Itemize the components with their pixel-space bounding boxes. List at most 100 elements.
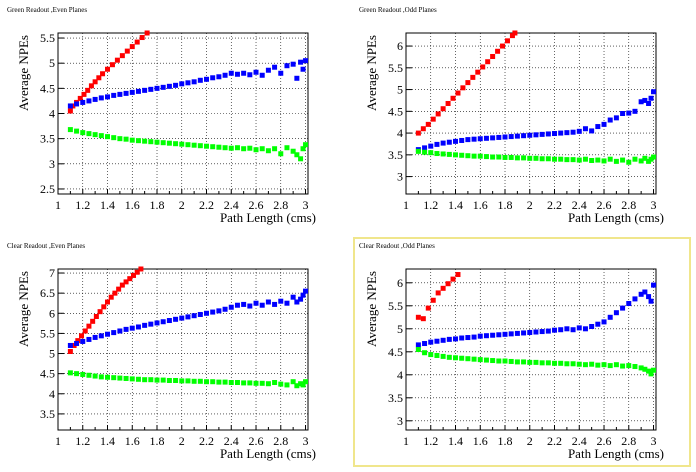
data-point-series-0 <box>85 87 91 93</box>
data-point-series-1 <box>303 58 309 64</box>
data-point-series-2 <box>446 354 452 360</box>
data-point-series-2 <box>508 154 514 160</box>
data-point-series-2 <box>422 149 428 155</box>
data-point-series-2 <box>111 375 117 381</box>
data-point-series-1 <box>446 336 452 342</box>
data-point-series-1 <box>173 82 179 88</box>
data-point-series-1 <box>105 331 111 337</box>
data-point-series-2 <box>642 366 648 372</box>
data-point-series-1 <box>496 134 502 140</box>
data-point-series-2 <box>564 157 570 163</box>
data-point-series-2 <box>80 130 86 136</box>
data-point-series-1 <box>422 145 428 151</box>
x-tick-label: 1 <box>55 198 61 212</box>
data-point-series-1 <box>642 289 648 295</box>
data-point-series-1 <box>259 72 265 78</box>
data-point-series-0 <box>445 100 451 106</box>
data-point-series-2 <box>459 355 465 361</box>
data-point-series-1 <box>290 61 296 67</box>
data-point-series-2 <box>465 153 471 159</box>
data-point-series-1 <box>502 134 508 140</box>
x-tick-label: 1.8 <box>498 434 513 448</box>
data-point-series-0 <box>112 290 118 296</box>
x-tick-label: 2.6 <box>597 434 612 448</box>
data-point-series-2 <box>539 156 545 162</box>
x-tick-label: 3 <box>651 198 657 212</box>
data-point-series-2 <box>247 145 253 151</box>
data-point-series-0 <box>134 39 140 45</box>
data-point-series-2 <box>294 383 300 389</box>
data-point-series-1 <box>642 97 648 103</box>
data-point-series-2 <box>496 154 502 160</box>
data-point-series-2 <box>222 379 228 385</box>
data-point-series-1 <box>74 340 80 346</box>
data-point-series-2 <box>298 156 304 162</box>
data-point-series-2 <box>539 360 545 366</box>
data-point-series-0 <box>67 349 73 355</box>
x-tick-label: 1.4 <box>100 198 115 212</box>
data-point-series-2 <box>228 145 234 151</box>
data-point-series-2 <box>570 157 576 163</box>
data-point-series-2 <box>521 359 527 365</box>
data-point-series-2 <box>527 155 533 161</box>
data-point-series-2 <box>265 148 271 154</box>
data-point-series-1 <box>185 80 191 86</box>
data-point-series-1 <box>601 121 607 127</box>
data-point-series-2 <box>253 380 259 386</box>
data-point-series-2 <box>67 127 73 133</box>
data-point-series-2 <box>300 382 306 388</box>
data-point-series-0 <box>420 316 426 322</box>
y-tick-label: 3.5 <box>40 132 55 146</box>
data-point-series-1 <box>465 137 471 143</box>
data-point-series-2 <box>241 380 247 386</box>
panel-title: Green Readout ,Even Planes <box>7 6 87 14</box>
data-point-series-1 <box>160 319 166 325</box>
data-point-series-1 <box>241 301 247 307</box>
x-tick-label: 1 <box>403 434 409 448</box>
data-point-series-1 <box>290 294 296 300</box>
data-point-series-2 <box>576 157 582 163</box>
data-point-series-2 <box>160 377 166 383</box>
data-point-series-0 <box>75 338 81 344</box>
data-point-series-1 <box>92 334 98 340</box>
data-point-series-2 <box>160 140 166 146</box>
data-point-series-1 <box>558 327 564 333</box>
data-point-series-2 <box>148 139 154 145</box>
y-tick-label: 4 <box>397 126 403 140</box>
data-point-series-2 <box>422 350 428 356</box>
data-point-series-2 <box>648 371 654 377</box>
data-point-series-1 <box>533 329 539 335</box>
data-point-series-2 <box>278 151 284 157</box>
data-point-series-2 <box>508 358 514 364</box>
data-point-series-2 <box>284 382 290 388</box>
data-point-series-1 <box>111 92 117 98</box>
data-point-series-1 <box>508 134 514 140</box>
x-tick-label: 2.8 <box>273 434 288 448</box>
data-point-series-1 <box>265 299 271 305</box>
data-point-series-1 <box>234 302 240 308</box>
x-tick-label: 1.2 <box>75 198 90 212</box>
data-point-series-2 <box>129 376 135 382</box>
data-point-series-1 <box>446 139 452 145</box>
data-point-series-1 <box>483 333 489 339</box>
data-point-series-1 <box>80 99 86 105</box>
data-point-series-1 <box>294 75 300 81</box>
data-point-series-2 <box>290 148 296 154</box>
data-point-series-0 <box>127 276 133 282</box>
y-tick-label: 3 <box>397 414 403 428</box>
data-point-series-2 <box>117 375 123 381</box>
data-point-series-2 <box>514 359 520 365</box>
data-point-series-1 <box>440 337 446 343</box>
data-point-series-2 <box>607 363 613 369</box>
data-point-series-2 <box>98 374 104 380</box>
data-point-series-2 <box>564 361 570 367</box>
data-point-series-2 <box>502 358 508 364</box>
data-point-series-0 <box>475 69 481 75</box>
data-point-series-2 <box>210 379 216 385</box>
data-point-series-1 <box>620 111 626 116</box>
data-point-series-2 <box>300 146 306 152</box>
panel-title: Green Readout ,Odd Planes <box>359 6 437 14</box>
data-point-series-2 <box>453 355 459 361</box>
data-point-series-2 <box>228 380 234 386</box>
